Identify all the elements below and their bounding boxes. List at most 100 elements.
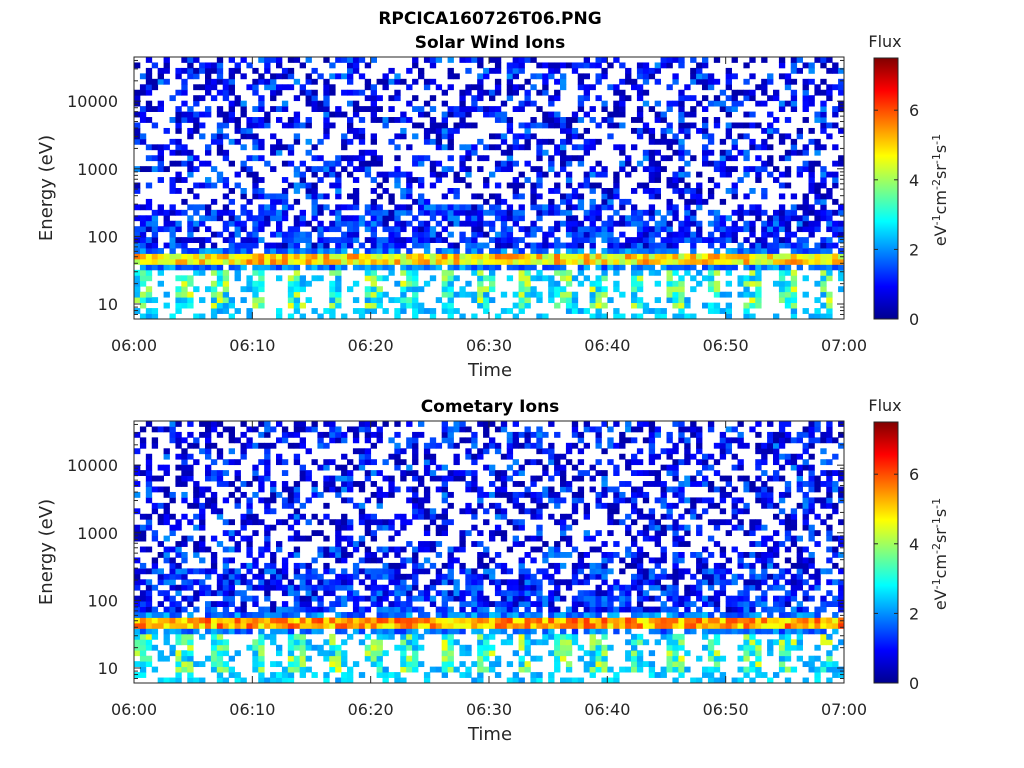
heatmap-cell bbox=[536, 269, 543, 276]
heatmap-cell bbox=[731, 248, 738, 254]
heatmap-cell bbox=[530, 242, 537, 249]
heatmap-cell bbox=[134, 127, 141, 134]
heatmap-cell bbox=[210, 231, 218, 238]
heatmap-cell bbox=[565, 302, 573, 309]
heatmap-cell bbox=[589, 302, 596, 309]
heatmap-cell bbox=[773, 546, 780, 553]
heatmap-cell bbox=[335, 193, 342, 200]
heatmap-cell bbox=[826, 122, 833, 129]
heatmap-cell bbox=[246, 546, 253, 553]
heatmap-cell bbox=[163, 67, 170, 74]
heatmap-cell bbox=[317, 209, 324, 216]
heatmap-cell bbox=[370, 177, 377, 183]
heatmap-cell bbox=[743, 248, 750, 254]
heatmap-cell bbox=[690, 122, 697, 129]
heatmap-cell bbox=[713, 226, 721, 233]
heatmap-cell bbox=[560, 149, 567, 156]
heatmap-cell bbox=[542, 248, 549, 254]
heatmap-cell bbox=[471, 601, 478, 607]
heatmap-cell bbox=[341, 677, 348, 684]
heatmap-cell bbox=[477, 622, 484, 629]
heatmap-cell bbox=[276, 231, 283, 238]
heatmap-cell bbox=[542, 595, 549, 602]
heatmap-cell bbox=[471, 606, 478, 613]
heatmap-cell bbox=[441, 628, 448, 635]
heatmap-cell bbox=[713, 215, 721, 222]
heatmap-cell bbox=[542, 231, 549, 238]
heatmap-cell bbox=[240, 106, 247, 112]
heatmap-cell bbox=[465, 601, 472, 607]
heatmap-cell bbox=[684, 220, 691, 227]
heatmap-cell bbox=[707, 78, 715, 85]
heatmap-cell bbox=[548, 562, 555, 569]
heatmap-cell bbox=[642, 78, 650, 85]
heatmap-cell bbox=[577, 258, 585, 265]
heatmap-cell bbox=[459, 155, 466, 162]
heatmap-cell bbox=[311, 95, 318, 102]
heatmap-cell bbox=[317, 155, 324, 162]
heatmap-cell bbox=[252, 617, 259, 624]
heatmap-cell bbox=[696, 78, 703, 85]
heatmap-cell bbox=[216, 122, 224, 129]
heatmap-cell bbox=[347, 595, 354, 602]
heatmap-cell bbox=[441, 606, 448, 613]
heatmap-cell bbox=[264, 242, 271, 249]
heatmap-cell bbox=[790, 106, 798, 112]
heatmap-cell bbox=[684, 171, 691, 178]
heatmap-cell bbox=[335, 628, 342, 635]
heatmap-cell bbox=[258, 215, 265, 222]
heatmap-cell bbox=[423, 84, 431, 91]
heatmap-cell bbox=[305, 237, 312, 243]
heatmap-cell bbox=[773, 127, 780, 134]
heatmap-cell bbox=[678, 237, 685, 243]
heatmap-cell bbox=[181, 297, 188, 304]
heatmap-cell bbox=[802, 226, 809, 233]
heatmap-cell bbox=[642, 264, 650, 271]
heatmap-cell bbox=[743, 166, 750, 173]
heatmap-cell bbox=[477, 215, 484, 222]
heatmap-cell bbox=[589, 612, 596, 618]
heatmap-cell bbox=[820, 595, 827, 602]
heatmap-cell bbox=[666, 106, 673, 112]
heatmap-cell bbox=[382, 73, 389, 80]
heatmap-cell bbox=[565, 127, 573, 134]
heatmap-cell bbox=[820, 100, 827, 107]
heatmap-cell bbox=[814, 188, 821, 194]
heatmap-cell bbox=[400, 590, 407, 597]
heatmap-cell bbox=[187, 644, 194, 651]
heatmap-cell bbox=[329, 297, 336, 304]
heatmap-cell bbox=[601, 590, 608, 597]
heatmap-cell bbox=[477, 155, 484, 162]
heatmap-cell bbox=[636, 275, 644, 282]
heatmap-cell bbox=[163, 166, 170, 173]
heatmap-cell bbox=[406, 595, 413, 602]
heatmap-cell bbox=[388, 258, 395, 265]
heatmap-cell bbox=[139, 650, 147, 657]
heatmap-cell bbox=[832, 144, 839, 151]
heatmap-cell bbox=[412, 666, 419, 673]
heatmap-cell bbox=[193, 622, 200, 629]
solar-wind-panel: Solar Wind Ions 06:00 06:10 06:20 06:30 06:4… bbox=[36, 32, 950, 381]
heatmap-cell bbox=[820, 568, 827, 575]
heatmap-cell bbox=[595, 57, 602, 63]
heatmap-cell bbox=[287, 160, 295, 167]
heatmap-cell bbox=[737, 100, 744, 107]
heatmap-cell bbox=[228, 78, 235, 85]
heatmap-cell bbox=[382, 677, 389, 684]
heatmap-cell bbox=[796, 253, 803, 260]
heatmap-cell bbox=[293, 171, 301, 178]
heatmap-cell bbox=[767, 628, 774, 635]
heatmap-cell bbox=[713, 166, 721, 173]
heatmap-cell bbox=[518, 286, 525, 293]
heatmap-cell bbox=[684, 133, 691, 140]
heatmap-cell bbox=[500, 258, 508, 265]
heatmap-cell bbox=[565, 248, 573, 254]
heatmap-cell bbox=[477, 590, 484, 597]
heatmap-cell bbox=[506, 155, 514, 162]
heatmap-cell bbox=[246, 166, 253, 173]
heatmap-cell bbox=[506, 117, 514, 123]
heatmap-cell bbox=[181, 258, 188, 265]
heatmap-cell bbox=[376, 666, 383, 673]
heatmap-cell bbox=[299, 177, 306, 183]
heatmap-cell bbox=[631, 188, 638, 194]
